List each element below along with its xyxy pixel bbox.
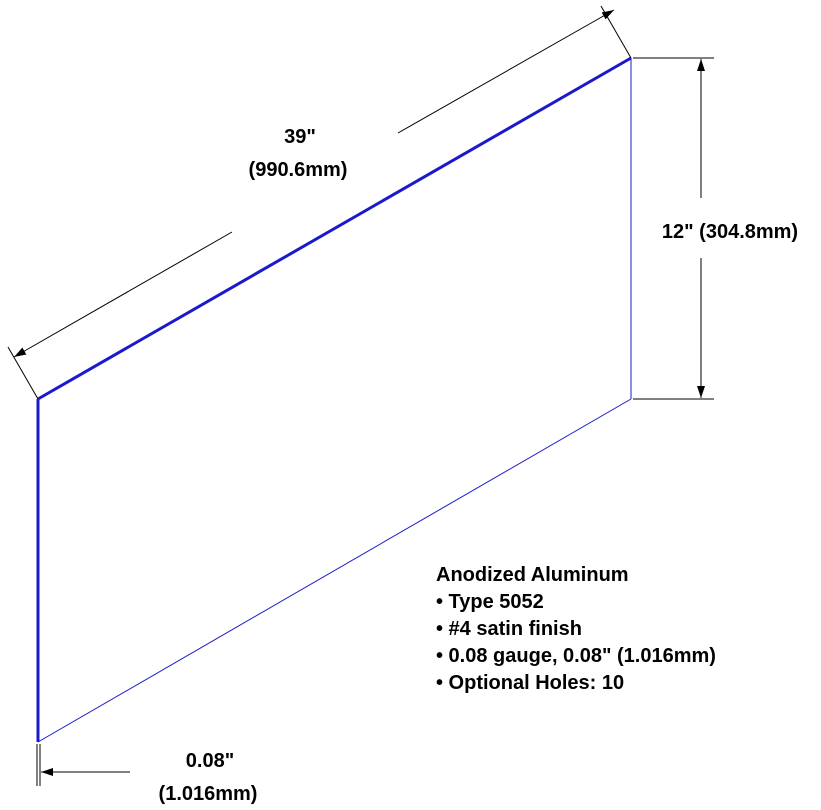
panel-top-edge — [37, 56, 632, 401]
length-extension-right — [600, 5, 632, 59]
panel-outline — [36, 56, 632, 743]
length-extension-left — [7, 346, 39, 400]
note-item-finish: • #4 satin finish — [436, 618, 582, 640]
height-label: 12" (304.8mm) — [662, 221, 798, 243]
note-item-holes: • Optional Holes: 10 — [436, 672, 625, 694]
panel-bottom-edge — [37, 398, 632, 743]
length-dim-line-left — [13, 231, 233, 358]
note-item-type: • Type 5052 — [436, 591, 544, 613]
length-dimension — [7, 5, 632, 400]
material-notes: Anodized Aluminum • Type 5052 • #4 satin… — [436, 562, 716, 697]
length-mm-label: (990.6mm) — [249, 159, 348, 181]
note-item-gauge: • 0.08 gauge, 0.08" (1.016mm) — [436, 645, 716, 667]
thickness-mm-label: (1.016mm) — [159, 783, 258, 805]
thickness-dimension — [36, 744, 130, 786]
length-inches-label: 39" — [284, 126, 316, 148]
thickness-inches-label: 0.08" — [186, 750, 234, 772]
height-dimension — [633, 57, 714, 400]
material-title: Anodized Aluminum — [436, 564, 629, 586]
length-dim-line-right — [397, 9, 615, 134]
